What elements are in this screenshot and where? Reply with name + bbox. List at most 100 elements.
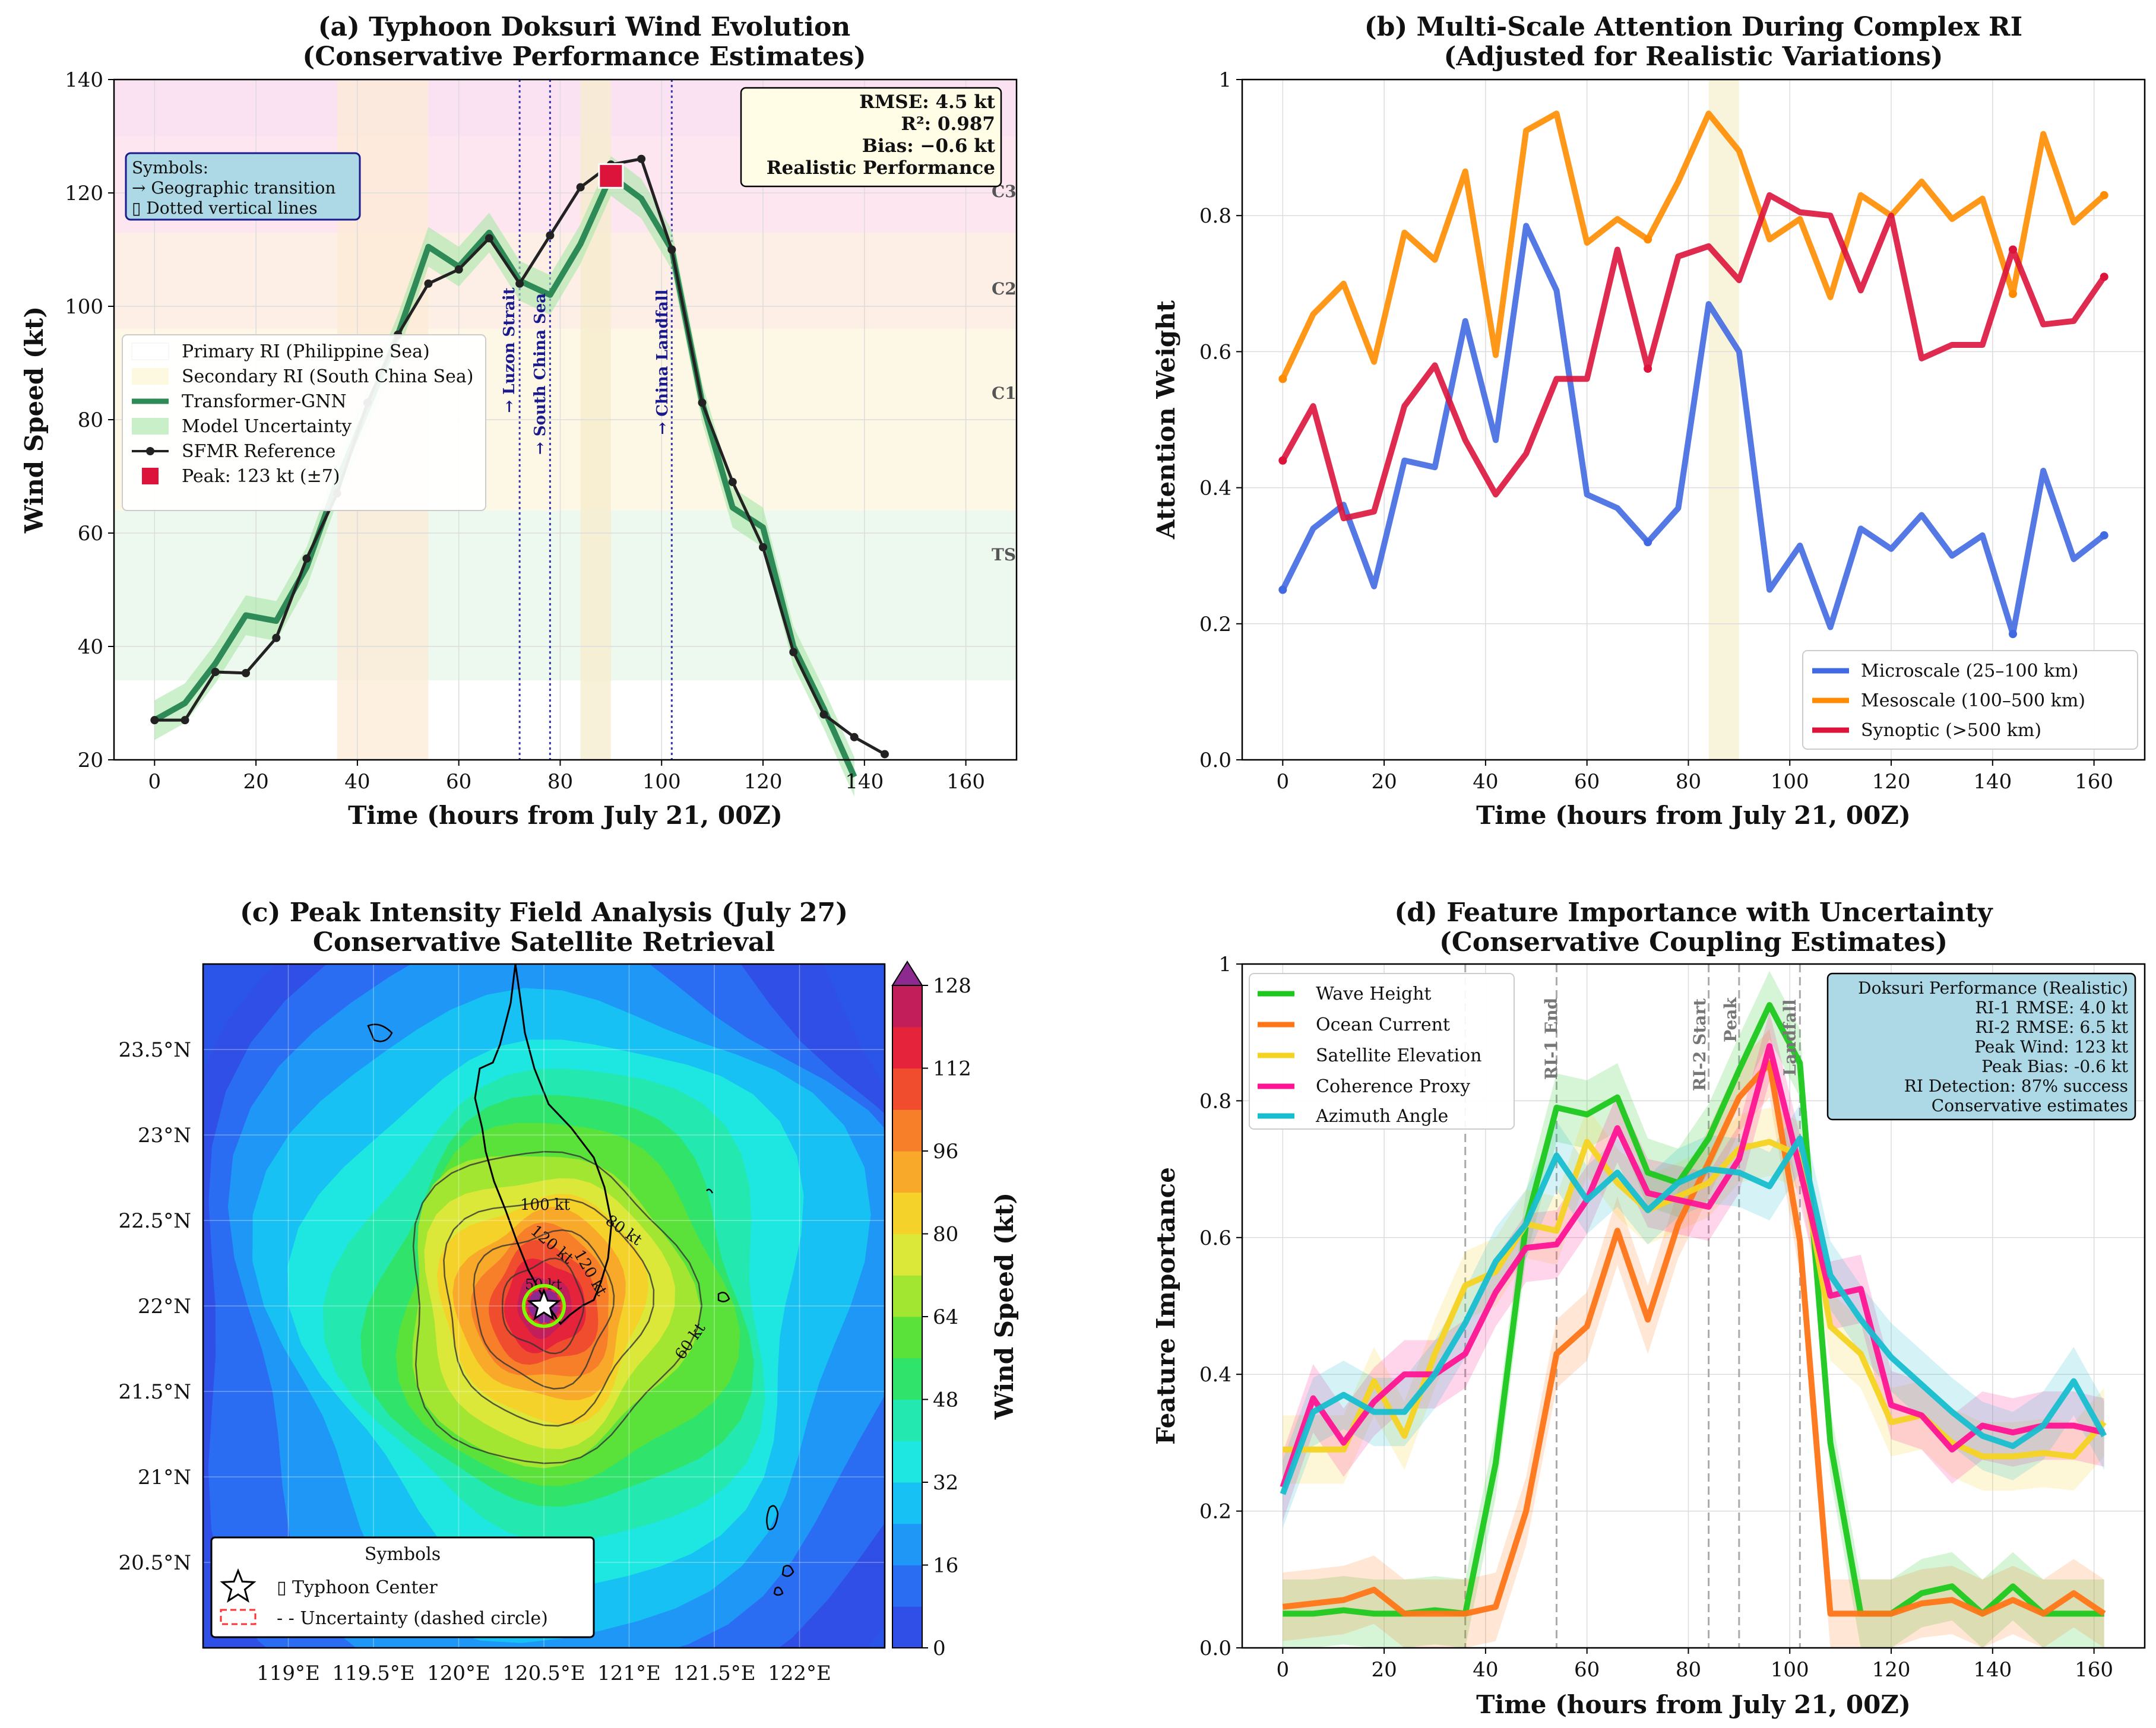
- tick-label-y: 0.6: [1199, 340, 1231, 364]
- event-label-peak: Peak: [1721, 997, 1740, 1042]
- legend-label-microscale: Microscale (25–100 km): [1861, 661, 2079, 681]
- typhoon-center-star-icon: [527, 1288, 561, 1321]
- colorbar-tick-label: 128: [933, 974, 971, 998]
- tick-label-y: 0.0: [1199, 749, 1231, 772]
- stat-performance: Realistic Performance: [767, 157, 995, 179]
- panel-a-ticks: 0 20 40 60 80 100 120 140 160 20 40 60 80 100 120 140: [65, 68, 985, 794]
- d-stat-4: Peak Bias: -0.6 kt: [1981, 1057, 2128, 1076]
- colorbar-segment: [892, 1192, 922, 1234]
- coastlines: [367, 964, 794, 1596]
- colorbar-segment: [892, 1358, 922, 1400]
- panel-b-xlabel: Time (hours from July 21, 00Z): [1476, 801, 1911, 830]
- legend-swatch-uncertainty: [132, 418, 169, 435]
- tick-label-y: 40: [78, 635, 103, 659]
- sfmr-point: [515, 279, 524, 288]
- symbols-line1: → Geographic transition: [132, 178, 335, 198]
- panel-a-data: [150, 80, 889, 797]
- uncertainty-band: [1283, 971, 2104, 1648]
- colorbar-tick-label: 32: [933, 1471, 958, 1495]
- legend-title-symbols: Symbols: [365, 1544, 441, 1565]
- d-stat-5: RI Detection: 87% success: [1904, 1076, 2128, 1096]
- colorbar-tick-label: 112: [933, 1057, 971, 1081]
- event-label-ri2-start: RI-2 Start: [1690, 998, 1709, 1091]
- colorbar-segment: [892, 1317, 922, 1359]
- legend-marker-sfmr: [146, 447, 154, 455]
- series-transformer-gnn-line: [153, 173, 857, 778]
- colorbar-segment: [892, 1441, 922, 1483]
- series-point: [2008, 629, 2017, 638]
- panel-b-background: [1708, 80, 1739, 760]
- legend-swatch-primary-ri: [131, 343, 169, 360]
- sfmr-point: [150, 716, 159, 725]
- tick-label-x: 140: [845, 770, 884, 794]
- panel-a-ylabel: Wind Speed (kt): [20, 306, 49, 534]
- sfmr-point: [789, 648, 798, 657]
- tick-label-y: 20: [78, 749, 103, 772]
- legend-label-azimuth: Azimuth Angle: [1315, 1106, 1448, 1127]
- legend-label-current: Ocean Current: [1316, 1014, 1450, 1035]
- legend-swatch-secondary-ri: [132, 368, 169, 385]
- cat-label-c2: C2: [992, 279, 1017, 299]
- tick-label-x: 80: [547, 770, 573, 794]
- event-label-luzon: → Luzon Strait: [501, 287, 518, 413]
- tick-label-y: 0.2: [1199, 1500, 1231, 1524]
- panel-d-frame: [1241, 963, 2146, 1649]
- tick-label-x: 100: [642, 770, 681, 794]
- map-tick-lon: 119°E: [257, 1662, 320, 1685]
- series-point: [1644, 235, 1652, 244]
- series-point: [1644, 364, 1652, 373]
- tick-label-x: 40: [1473, 770, 1498, 794]
- legend-label-mesoscale: Mesoscale (100–500 km): [1861, 690, 2085, 711]
- colorbar-tick-label: 96: [933, 1140, 958, 1163]
- sfmr-point: [637, 154, 646, 163]
- event-label-landfall-d: Landfall: [1780, 999, 1800, 1076]
- contour-line: [443, 1198, 655, 1427]
- d-stat-0: Doksuri Performance (Realistic): [1858, 978, 2128, 998]
- category-band: [114, 510, 1017, 681]
- panel-c-legend: Symbols ▯ Typhoon Center - - Uncertainty…: [210, 1536, 595, 1638]
- tick-label-x: 0: [1276, 770, 1289, 794]
- map-frame: [202, 963, 886, 1649]
- sfmr-point: [485, 234, 493, 243]
- sfmr-point: [272, 633, 281, 642]
- sfmr-point: [454, 265, 463, 274]
- symbols-title: Symbols:: [132, 158, 208, 177]
- series-line: [1280, 192, 2107, 522]
- panel-b-ylabel: Attention Weight: [1151, 300, 1180, 540]
- contour-line: [501, 1257, 585, 1355]
- sfmr-point: [546, 231, 555, 240]
- uncertainty-band: [1283, 1107, 2104, 1491]
- tick-label-x: 0: [1276, 1658, 1289, 1682]
- panel-b-title-line1: (b) Multi-Scale Attention During Complex…: [1364, 12, 2022, 42]
- tick-label-x: 20: [1371, 1658, 1397, 1682]
- uncertainty-band: [1283, 1012, 2104, 1521]
- map-tick-lon: 119.5°E: [332, 1662, 414, 1685]
- panel-b-legend: Microscale (25–100 km) Mesoscale (100–50…: [1802, 650, 2138, 750]
- tick-label-y: 0.8: [1199, 204, 1231, 228]
- tick-label-x: 160: [946, 770, 985, 794]
- map-tick-lat: 21°N: [138, 1466, 191, 1489]
- sfmr-point: [819, 710, 828, 719]
- map-tick-lon: 120°E: [427, 1662, 490, 1685]
- legend-label-transformer: Transformer-GNN: [182, 391, 347, 412]
- colorbar-tick-label: 48: [933, 1388, 958, 1412]
- tick-label-x: 60: [1574, 1658, 1600, 1682]
- panel-a: (a) Typhoon Doksuri Wind Evolution (Cons…: [20, 12, 1018, 830]
- symbols-line2: ▯ Dotted vertical lines: [132, 198, 318, 218]
- cat-label-c1: C1: [992, 383, 1017, 403]
- map-tick-lat: 21.5°N: [119, 1380, 191, 1404]
- tick-label-x: 20: [1371, 770, 1397, 794]
- panel-b-data: [1278, 110, 2108, 638]
- tick-label-y: 1: [1218, 68, 1231, 92]
- colorbar-tick-label: 0: [933, 1637, 946, 1660]
- map-tick-lon: 122°E: [768, 1662, 831, 1685]
- colorbar-segment: [892, 1275, 922, 1317]
- tick-label-x: 40: [344, 770, 370, 794]
- panel-a-legend: Primary RI (Philippine Sea) Secondary RI…: [122, 334, 486, 511]
- colorbar-segment: [892, 985, 922, 1028]
- panel-a-title-line2: (Conservative Performance Estimates): [302, 42, 866, 72]
- tick-label-x: 40: [1473, 1658, 1498, 1682]
- uncertainty-band: [1283, 1029, 2104, 1648]
- colorbar-segment: [892, 1151, 922, 1193]
